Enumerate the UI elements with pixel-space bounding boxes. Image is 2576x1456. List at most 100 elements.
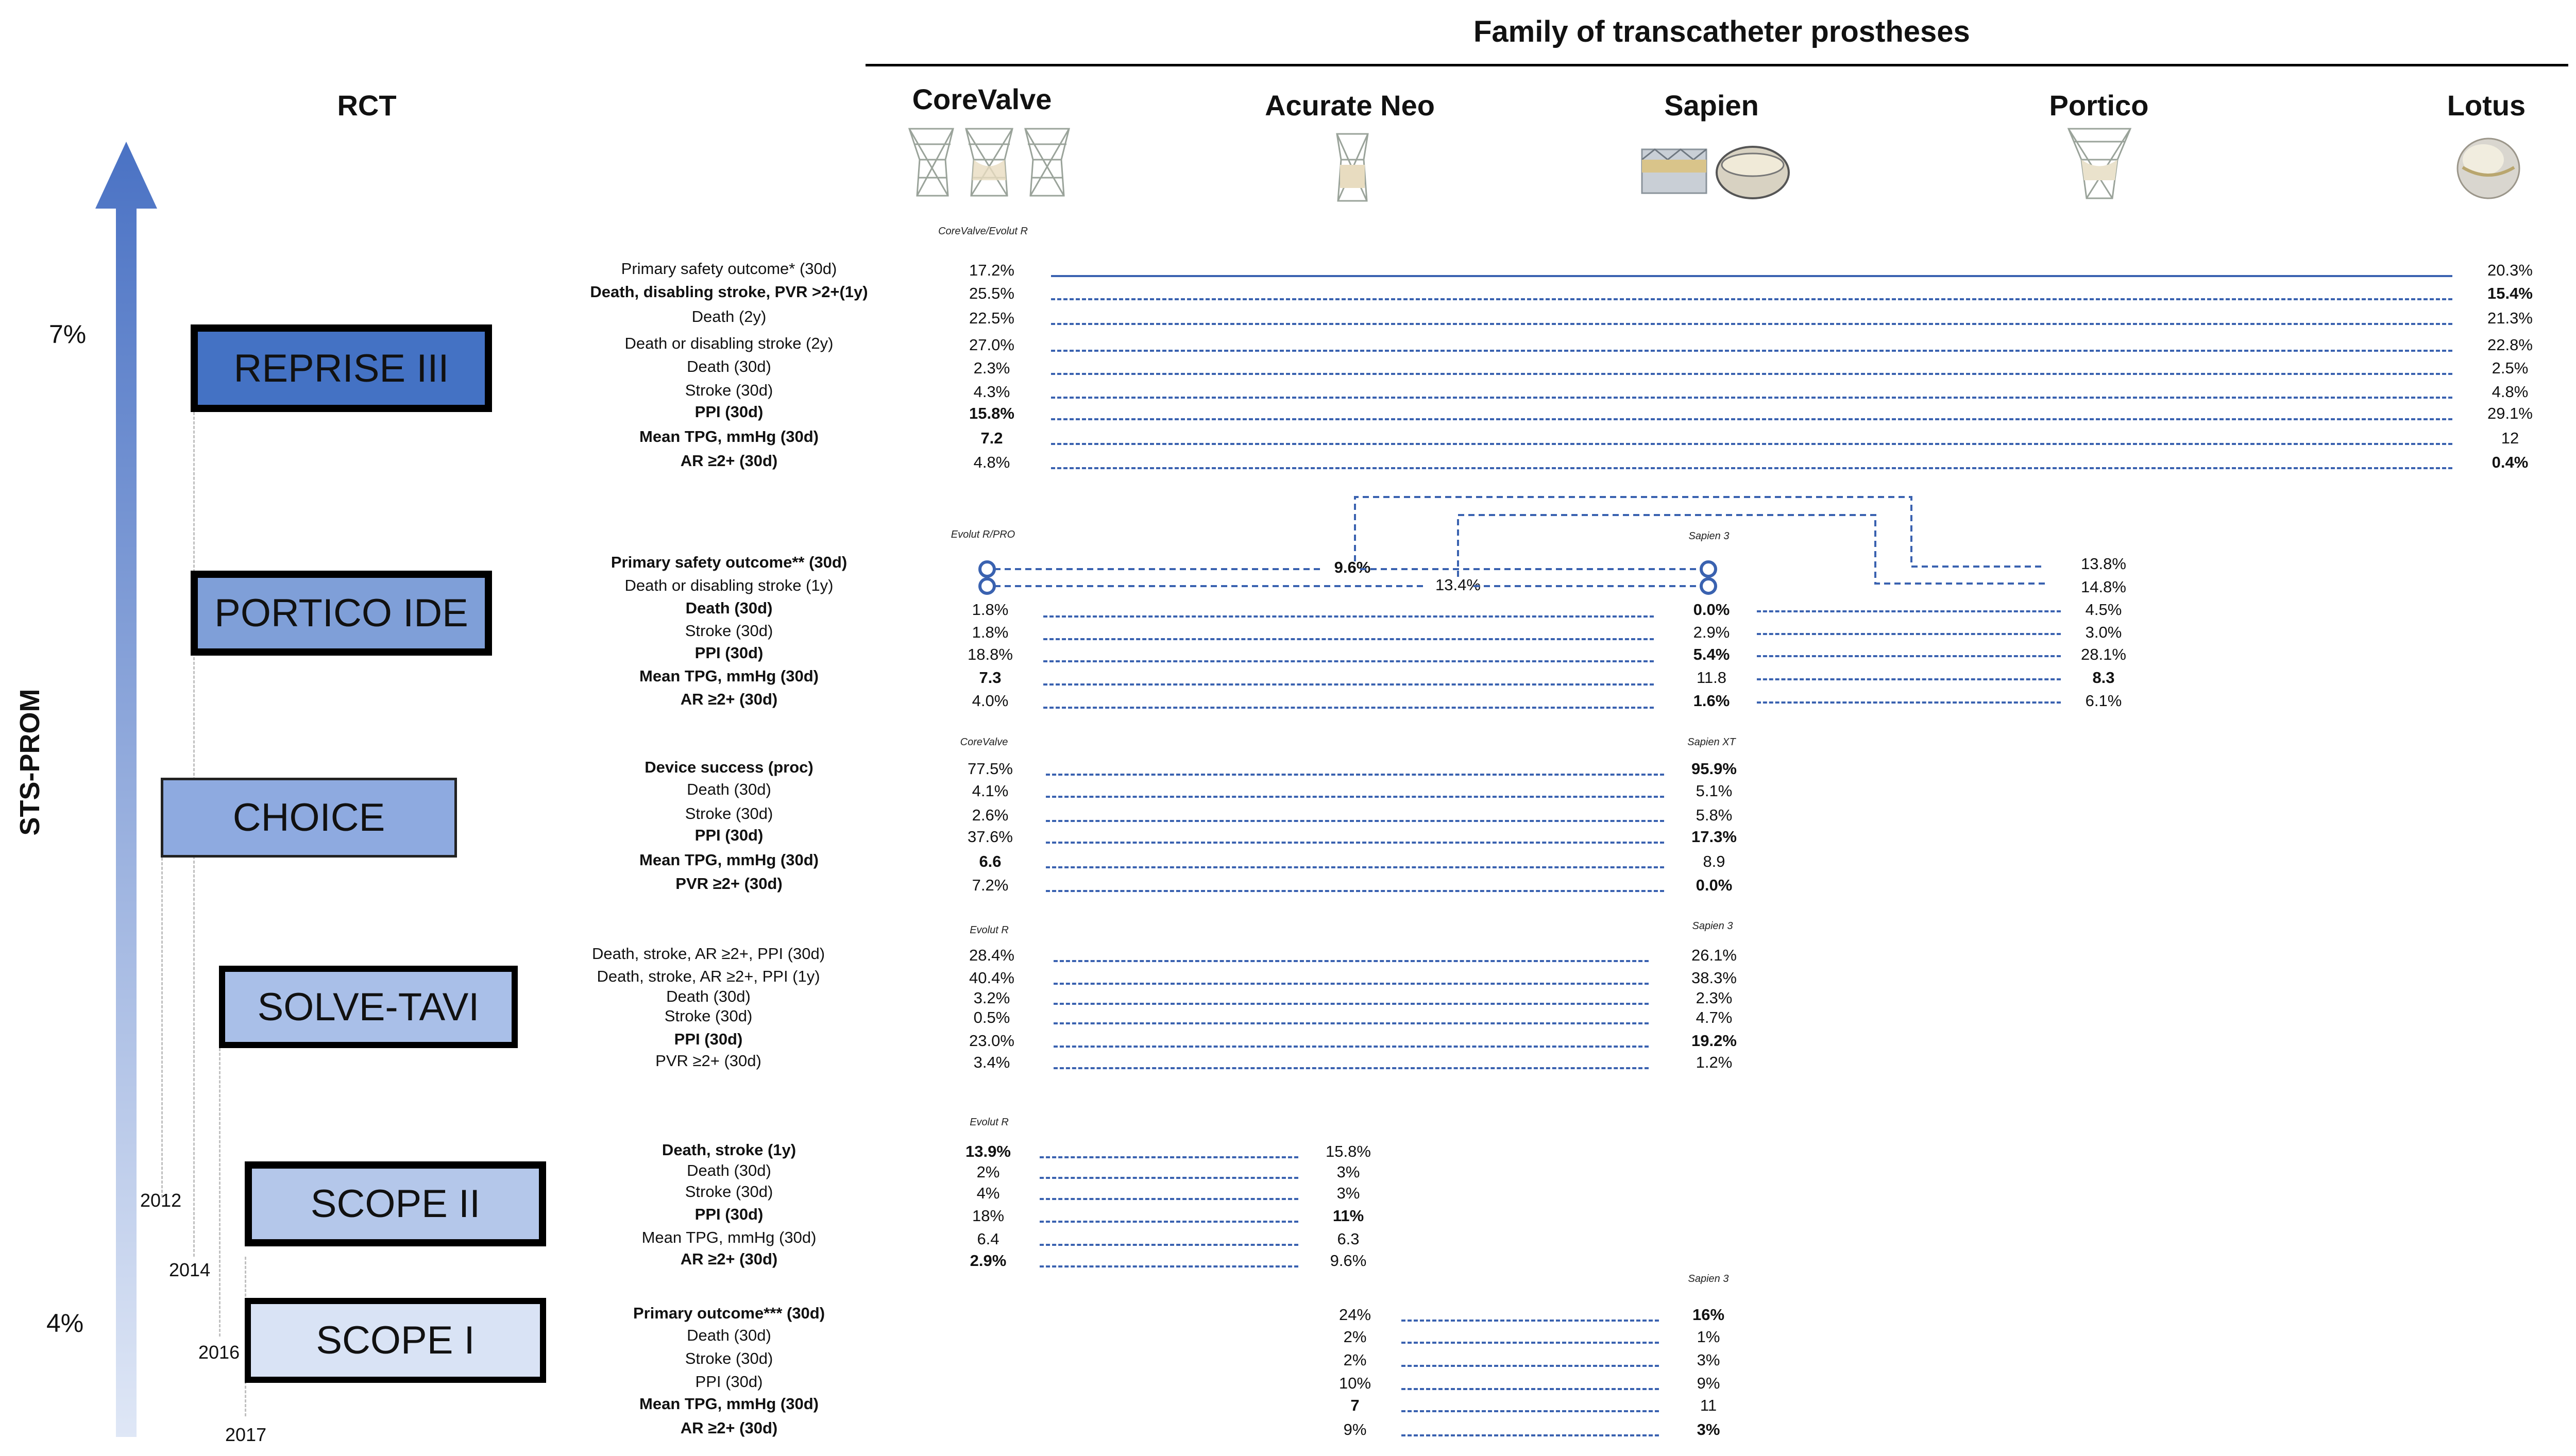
portico-bracket-lines — [994, 496, 2045, 587]
choice-row-label: Death (30d) — [687, 780, 771, 798]
portico-mid-value: 0.0% — [1693, 601, 1730, 619]
reprise-right-value: 2.5% — [2492, 359, 2529, 377]
solve-left-value: 23.0% — [969, 1032, 1014, 1050]
choice-left-value: 77.5% — [968, 760, 1013, 778]
choice-connector — [1046, 774, 1664, 776]
scope2-left-label: Evolut R — [970, 1117, 1009, 1128]
figure-title: Family of transcatheter prostheses — [1473, 15, 1970, 48]
portico-row-label: Stroke (30d) — [685, 622, 773, 640]
year-2017: 2017 — [225, 1424, 267, 1445]
choice-right-value: 95.9% — [1691, 760, 1737, 778]
reprise-row-label: Death (2y) — [691, 307, 767, 326]
scope1-left-value: 9% — [1343, 1420, 1367, 1438]
scope1-row-label: PPI (30d) — [695, 1373, 763, 1391]
solve-left-value: 0.5% — [973, 1008, 1010, 1026]
portico-connector-left — [1043, 660, 1654, 662]
reprise-right-value: 12 — [2501, 429, 2519, 447]
solve-row-label: PPI (30d) — [674, 1030, 743, 1048]
choice-row-label: Device success (proc) — [645, 758, 814, 776]
scope2-row-label: Death, stroke (1y) — [662, 1141, 796, 1159]
portico-right-value: 6.1% — [2085, 692, 2122, 710]
choice-right-value: 5.1% — [1696, 782, 1733, 800]
scope2-right-value: 15.8% — [1326, 1142, 1371, 1160]
portico-row-label: AR ≥2+ (30d) — [680, 690, 778, 708]
sapien-image — [1641, 146, 1790, 199]
valve-heading-lotus: Lotus — [2447, 89, 2526, 122]
choice-left-value: 37.6% — [968, 828, 1013, 846]
choice-right-value: 5.8% — [1696, 806, 1733, 824]
reprise-left-value: 15.8% — [969, 404, 1014, 422]
solve-connector — [1054, 960, 1649, 962]
scope1-left-value: 7 — [1350, 1396, 1360, 1414]
choice-left-value: 6.6 — [979, 852, 1002, 870]
choice-right-label: Sapien XT — [1687, 736, 1736, 748]
choice-connector — [1046, 796, 1664, 798]
reprise-connector — [1051, 323, 2452, 325]
trial-box-scope2[interactable]: SCOPE II — [245, 1161, 546, 1246]
scope1-connector — [1401, 1365, 1659, 1367]
reprise-connector — [1051, 443, 2452, 445]
scope2-row-label: Stroke (30d) — [685, 1183, 773, 1201]
scope1-connector — [1401, 1388, 1659, 1390]
scope2-row-label: Mean TPG, mmHg (30d) — [641, 1228, 817, 1246]
reprise-row-label: Death, disabling stroke, PVR >2+(1y) — [590, 283, 868, 301]
trial-box-reprise[interactable]: REPRISE III — [191, 324, 492, 412]
solve-right-value: 2.3% — [1696, 989, 1733, 1007]
scope2-left-value: 2% — [976, 1163, 1000, 1181]
scope2-left-value: 13.9% — [965, 1142, 1011, 1160]
reprise-left-value: 4.8% — [973, 453, 1010, 471]
portico-row-label: Death (30d) — [685, 599, 773, 617]
scope1-right-label: Sapien 3 — [1688, 1273, 1729, 1284]
portico-connector-left — [1043, 638, 1654, 640]
portico-connector-left — [1043, 683, 1654, 686]
solve-left-value: 40.4% — [969, 969, 1014, 987]
solve-right-value: 19.2% — [1691, 1032, 1737, 1050]
reprise-right-value: 29.1% — [2487, 404, 2533, 422]
reprise-connector — [1051, 275, 2452, 277]
portico-connector-left — [1043, 707, 1654, 709]
timeline-2016 — [219, 1048, 221, 1337]
portico-row-label: Mean TPG, mmHg (30d) — [639, 667, 819, 685]
scope2-connector — [1040, 1244, 1298, 1246]
scope2-row-label: PPI (30d) — [694, 1205, 764, 1223]
choice-right-value: 8.9 — [1703, 852, 1725, 870]
solve-right-value: 4.7% — [1696, 1008, 1733, 1026]
year-2014: 2014 — [169, 1259, 211, 1280]
scope1-left-value: 2% — [1343, 1351, 1367, 1369]
scope1-connector — [1401, 1434, 1659, 1436]
valve-heading-sapien: Sapien — [1664, 89, 1759, 122]
trial-box-solve[interactable]: SOLVE-TAVI — [219, 966, 518, 1048]
reprise-left-label: CoreValve/Evolut R — [938, 226, 1028, 237]
portico-mid-value: 11.8 — [1696, 669, 1727, 687]
choice-row-label: PVR ≥2+ (30d) — [675, 875, 783, 893]
valve-heading-portico: Portico — [2049, 89, 2149, 122]
reprise-right-value: 21.3% — [2487, 309, 2533, 327]
reprise-right-value: 22.8% — [2487, 336, 2533, 354]
reprise-left-value: 25.5% — [969, 284, 1014, 302]
reprise-row-label: Stroke (30d) — [685, 381, 773, 399]
scope2-connector — [1040, 1177, 1298, 1179]
portico-connector-right — [1757, 655, 2061, 657]
portico-row-label: Death or disabling stroke (1y) — [624, 576, 834, 594]
portico-right-value: 28.1% — [2081, 645, 2126, 663]
trial-box-portico[interactable]: PORTICO IDE — [191, 571, 492, 656]
scope1-left-value: 2% — [1343, 1328, 1367, 1346]
portico-connector-right — [1757, 610, 2061, 612]
scope2-left-value: 18% — [972, 1207, 1005, 1225]
portico-image — [2067, 128, 2132, 199]
reprise-row-label: AR ≥2+ (30d) — [680, 452, 778, 470]
timeline-2012 — [161, 858, 163, 1197]
reprise-right-value: 0.4% — [2492, 453, 2529, 471]
scope2-row-label: Death (30d) — [687, 1161, 771, 1179]
sts-4-label: 4% — [46, 1309, 84, 1338]
scope1-right-value: 9% — [1697, 1374, 1720, 1392]
solve-right-value: 1.2% — [1696, 1053, 1733, 1071]
portico-mid-value-2: 13.4% — [1435, 576, 1481, 594]
scope1-left-value: 24% — [1338, 1306, 1371, 1324]
portico-ring-4 — [1700, 577, 1717, 595]
scope2-right-value: 11% — [1332, 1207, 1364, 1225]
trial-box-scope1[interactable]: SCOPE I — [245, 1298, 546, 1383]
trial-box-choice[interactable]: CHOICE — [161, 778, 457, 858]
solve-right-value: 26.1% — [1691, 946, 1737, 964]
scope2-left-value: 2.9% — [970, 1252, 1007, 1270]
